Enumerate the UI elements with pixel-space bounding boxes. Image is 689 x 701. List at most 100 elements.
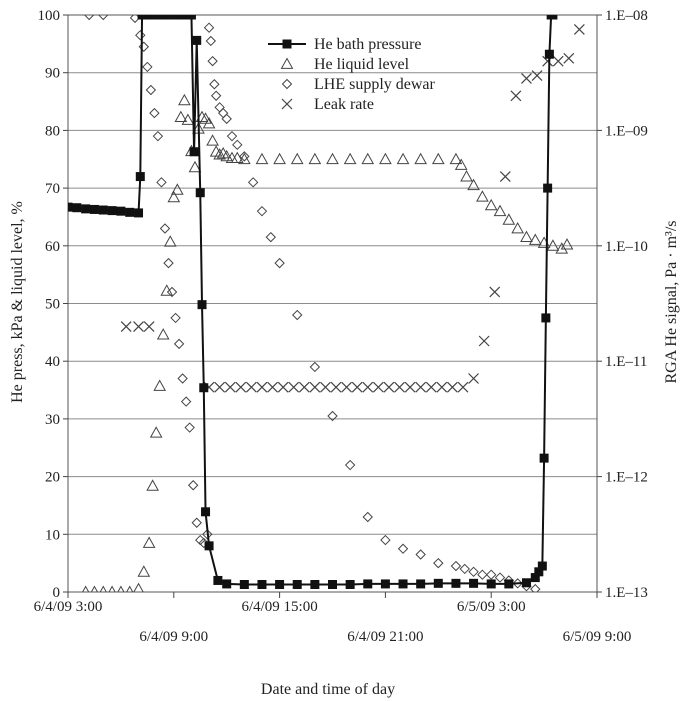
y-left-tick-label: 40 <box>45 354 60 370</box>
data-point <box>457 381 469 393</box>
data-point <box>274 257 285 269</box>
data-point <box>82 585 90 592</box>
data-point <box>372 381 384 393</box>
data-point <box>298 381 310 393</box>
data-point <box>134 208 144 218</box>
x-marker-stroke <box>341 381 353 393</box>
x-marker-stroke <box>133 321 144 333</box>
data-point <box>201 507 211 517</box>
x-marker-stroke <box>235 381 247 393</box>
y-left-tick-label: 10 <box>45 527 60 543</box>
data-point <box>151 15 161 20</box>
x-tick-label-upper: 6/4/09 3:00 <box>34 599 103 615</box>
legend: He bath pressure He liquid level LHE suppl… <box>268 36 436 113</box>
data-point <box>459 563 470 575</box>
data-point <box>415 381 427 393</box>
series-line <box>68 15 553 586</box>
data-point <box>108 585 116 592</box>
data-point <box>169 15 179 20</box>
data-point <box>98 15 109 21</box>
data-point <box>174 110 188 123</box>
y-left-tick-label: 90 <box>45 66 60 82</box>
data-point <box>217 107 229 119</box>
data-point <box>380 534 391 546</box>
data-point <box>177 373 188 384</box>
y-left-tick-label: 60 <box>45 239 60 255</box>
data-point <box>275 579 285 589</box>
data-point <box>72 203 82 213</box>
data-point <box>362 381 374 393</box>
data-point <box>191 517 202 528</box>
data-point <box>512 578 523 589</box>
data-point <box>239 579 249 589</box>
data-point <box>328 579 337 589</box>
x-marker-stroke <box>531 70 543 82</box>
data-point <box>531 70 543 82</box>
data-point <box>170 312 181 324</box>
data-point <box>133 582 144 592</box>
x-marker-stroke <box>425 381 437 393</box>
x-marker-stroke <box>521 73 532 84</box>
data-point <box>230 151 244 163</box>
series-he-liquid-level <box>82 93 574 592</box>
data-point <box>207 55 218 67</box>
data-point <box>398 579 408 589</box>
data-point <box>537 561 547 571</box>
data-point <box>451 578 461 588</box>
data-point <box>166 286 178 298</box>
x-marker-stroke <box>478 335 490 347</box>
data-point <box>135 29 146 41</box>
data-point <box>361 152 375 165</box>
data-point <box>363 579 373 589</box>
data-point <box>494 572 506 583</box>
data-point <box>135 172 145 182</box>
data-point <box>107 206 117 216</box>
data-point <box>539 453 549 463</box>
data-point <box>476 190 489 202</box>
x-marker-stroke <box>214 381 226 393</box>
data-point <box>188 160 202 173</box>
data-point <box>133 321 144 333</box>
x-marker-stroke <box>468 373 479 384</box>
data-point <box>396 152 410 165</box>
data-point <box>163 235 177 247</box>
data-point <box>541 313 551 323</box>
data-point <box>530 583 541 592</box>
data-point <box>543 183 553 193</box>
data-point <box>433 578 443 588</box>
data-point <box>187 480 199 491</box>
data-point <box>184 422 195 433</box>
data-point <box>450 560 462 572</box>
x-marker-stroke <box>436 381 448 393</box>
x-marker-stroke <box>446 381 458 393</box>
data-point <box>499 171 511 182</box>
data-point <box>265 231 276 243</box>
data-point <box>478 335 490 347</box>
series-he-bath-pressure <box>68 15 558 589</box>
data-point <box>530 573 540 583</box>
data-point <box>202 116 216 129</box>
legend-marker <box>280 57 294 69</box>
data-point <box>345 579 355 589</box>
data-point <box>267 381 278 393</box>
data-point <box>213 575 223 585</box>
x-marker-stroke <box>372 381 384 393</box>
y-left-tick-label: 70 <box>45 181 60 197</box>
data-point <box>502 213 516 225</box>
data-point <box>209 79 220 90</box>
data-point <box>167 190 181 203</box>
data-point <box>98 205 108 215</box>
data-point <box>239 151 250 162</box>
x-marker-stroke <box>351 381 363 393</box>
x-axis-title: Date and time of day <box>261 681 395 698</box>
x-marker-stroke <box>457 381 469 393</box>
x-marker-stroke <box>281 98 293 110</box>
data-point <box>90 585 99 592</box>
data-point <box>189 147 199 157</box>
x-tick-label-lower: 6/5/09 9:00 <box>563 629 632 645</box>
data-point <box>220 149 234 162</box>
data-point <box>224 381 236 393</box>
data-point <box>255 152 269 165</box>
x-marker-stroke <box>120 321 132 333</box>
data-point <box>210 90 222 101</box>
